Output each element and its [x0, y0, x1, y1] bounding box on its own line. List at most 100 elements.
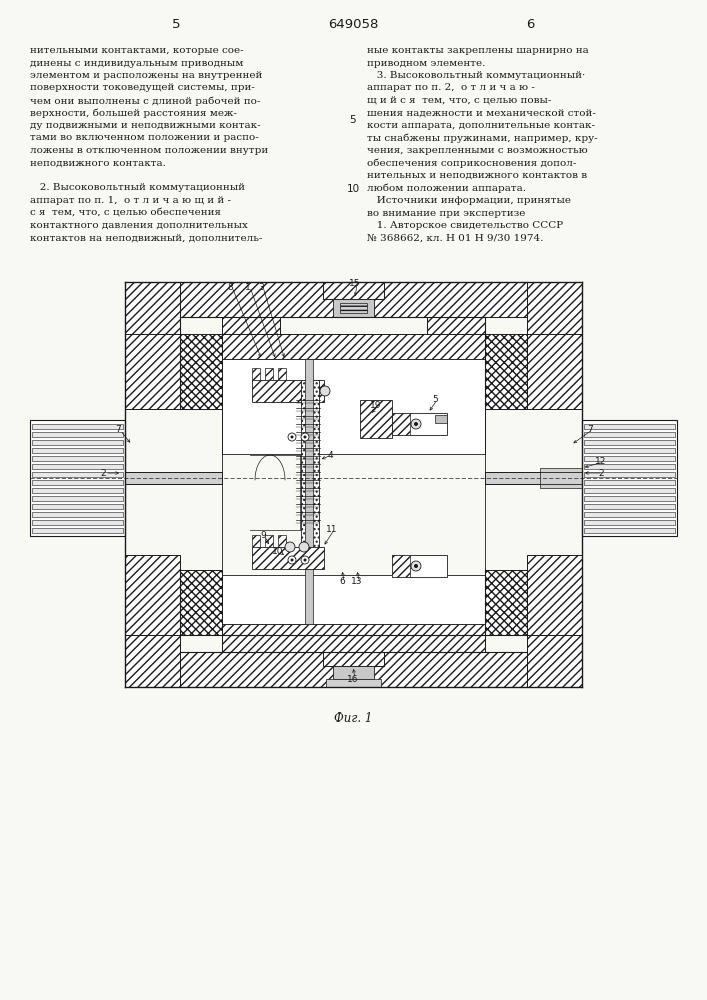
Bar — [125, 334, 180, 409]
Bar — [584, 448, 675, 453]
Bar — [584, 520, 675, 525]
Circle shape — [288, 433, 296, 441]
Text: с я  тем, что, с целью обеспечения: с я тем, что, с целью обеспечения — [30, 209, 221, 218]
Circle shape — [288, 556, 296, 564]
Text: 19: 19 — [370, 401, 382, 410]
Bar — [584, 456, 675, 461]
Bar — [180, 282, 527, 317]
Bar — [333, 299, 374, 317]
Text: любом положении аппарата.: любом положении аппарата. — [367, 184, 526, 193]
Bar — [32, 496, 123, 501]
Circle shape — [291, 436, 293, 438]
Bar — [125, 472, 222, 484]
Text: аппарат по п. 2,  о т л и ч а ю -: аппарат по п. 2, о т л и ч а ю - — [367, 84, 535, 93]
Bar — [32, 528, 123, 533]
Circle shape — [285, 542, 295, 552]
Circle shape — [411, 561, 421, 571]
Circle shape — [303, 558, 307, 562]
Text: 6: 6 — [339, 578, 345, 586]
Text: 8: 8 — [227, 282, 233, 292]
Bar — [180, 570, 222, 635]
Bar — [32, 440, 123, 445]
Bar — [584, 424, 675, 429]
Bar — [392, 555, 447, 577]
Bar — [584, 472, 675, 477]
Bar — [333, 666, 374, 679]
Bar — [32, 472, 123, 477]
Bar — [32, 512, 123, 517]
Text: 5: 5 — [350, 115, 356, 125]
Bar — [323, 282, 384, 299]
Bar — [527, 282, 582, 334]
Text: 10: 10 — [272, 548, 284, 556]
Circle shape — [411, 419, 421, 429]
Bar — [125, 555, 180, 635]
Bar — [584, 440, 675, 445]
Bar — [32, 520, 123, 525]
Text: 649058: 649058 — [328, 18, 378, 31]
Text: Фиг. 1: Фиг. 1 — [334, 712, 372, 724]
Bar — [540, 468, 582, 488]
Text: верхности, большей расстояния меж-: верхности, большей расстояния меж- — [30, 108, 237, 118]
Bar — [32, 504, 123, 509]
Bar — [32, 424, 123, 429]
Text: шения надежности и механической стой-: шения надежности и механической стой- — [367, 108, 596, 117]
Text: 10: 10 — [346, 184, 360, 194]
Bar — [326, 679, 381, 687]
Bar — [222, 334, 485, 359]
Text: 2. Высоковольтный коммутационный: 2. Высоковольтный коммутационный — [30, 184, 245, 192]
Bar — [278, 368, 286, 380]
Bar — [222, 624, 485, 652]
Bar — [180, 334, 222, 409]
Text: неподвижного контакта.: неподвижного контакта. — [30, 158, 166, 167]
Bar — [392, 413, 447, 435]
Text: ложены в отключенном положении внутри: ложены в отключенном положении внутри — [30, 146, 268, 155]
Text: 3: 3 — [258, 282, 264, 292]
Text: 15: 15 — [349, 278, 361, 288]
Text: Источники информации, принятые: Источники информации, принятые — [367, 196, 571, 205]
Text: 5: 5 — [432, 395, 438, 404]
Text: тами во включенном положении и распо-: тами во включенном положении и распо- — [30, 133, 259, 142]
Text: во внимание при экспертизе: во внимание при экспертизе — [367, 209, 525, 218]
Bar — [305, 359, 313, 624]
Bar — [527, 334, 582, 409]
Bar — [584, 464, 675, 469]
Bar — [392, 555, 410, 577]
Circle shape — [299, 542, 309, 552]
Text: 11: 11 — [326, 526, 338, 534]
Text: приводном элементе.: приводном элементе. — [367, 58, 486, 68]
Text: 13: 13 — [351, 578, 363, 586]
Circle shape — [291, 558, 293, 562]
Bar — [527, 635, 582, 687]
Bar — [30, 420, 125, 536]
Text: 6: 6 — [526, 18, 534, 31]
Bar — [32, 480, 123, 485]
Text: кости аппарата, дополнительные контак-: кости аппарата, дополнительные контак- — [367, 121, 595, 130]
Text: 2: 2 — [598, 468, 604, 478]
Circle shape — [320, 386, 330, 396]
Bar — [360, 400, 392, 438]
Bar — [32, 432, 123, 437]
Text: 1: 1 — [245, 282, 251, 292]
Bar — [32, 488, 123, 493]
Bar — [584, 504, 675, 509]
Bar — [252, 380, 324, 402]
Bar — [32, 456, 123, 461]
Bar — [252, 368, 260, 380]
Text: № 368662, кл. Н 01 Н 9/30 1974.: № 368662, кл. Н 01 Н 9/30 1974. — [367, 233, 544, 242]
Bar — [301, 380, 319, 560]
Bar — [265, 368, 273, 380]
Bar — [584, 432, 675, 437]
Text: динены с индивидуальным приводным: динены с индивидуальным приводным — [30, 58, 243, 68]
Bar — [427, 317, 485, 334]
Text: контактов на неподвижный, дополнитель-: контактов на неподвижный, дополнитель- — [30, 233, 262, 242]
Bar — [485, 334, 527, 409]
Text: 16: 16 — [347, 674, 358, 684]
Bar — [125, 635, 180, 687]
Text: 3. Высоковольтный коммутационный·: 3. Высоковольтный коммутационный· — [367, 71, 585, 80]
Text: 2: 2 — [100, 468, 106, 478]
Bar — [582, 420, 677, 536]
Bar — [485, 472, 582, 484]
Circle shape — [414, 564, 418, 568]
Text: нительных и неподвижного контактов в: нительных и неподвижного контактов в — [367, 171, 587, 180]
